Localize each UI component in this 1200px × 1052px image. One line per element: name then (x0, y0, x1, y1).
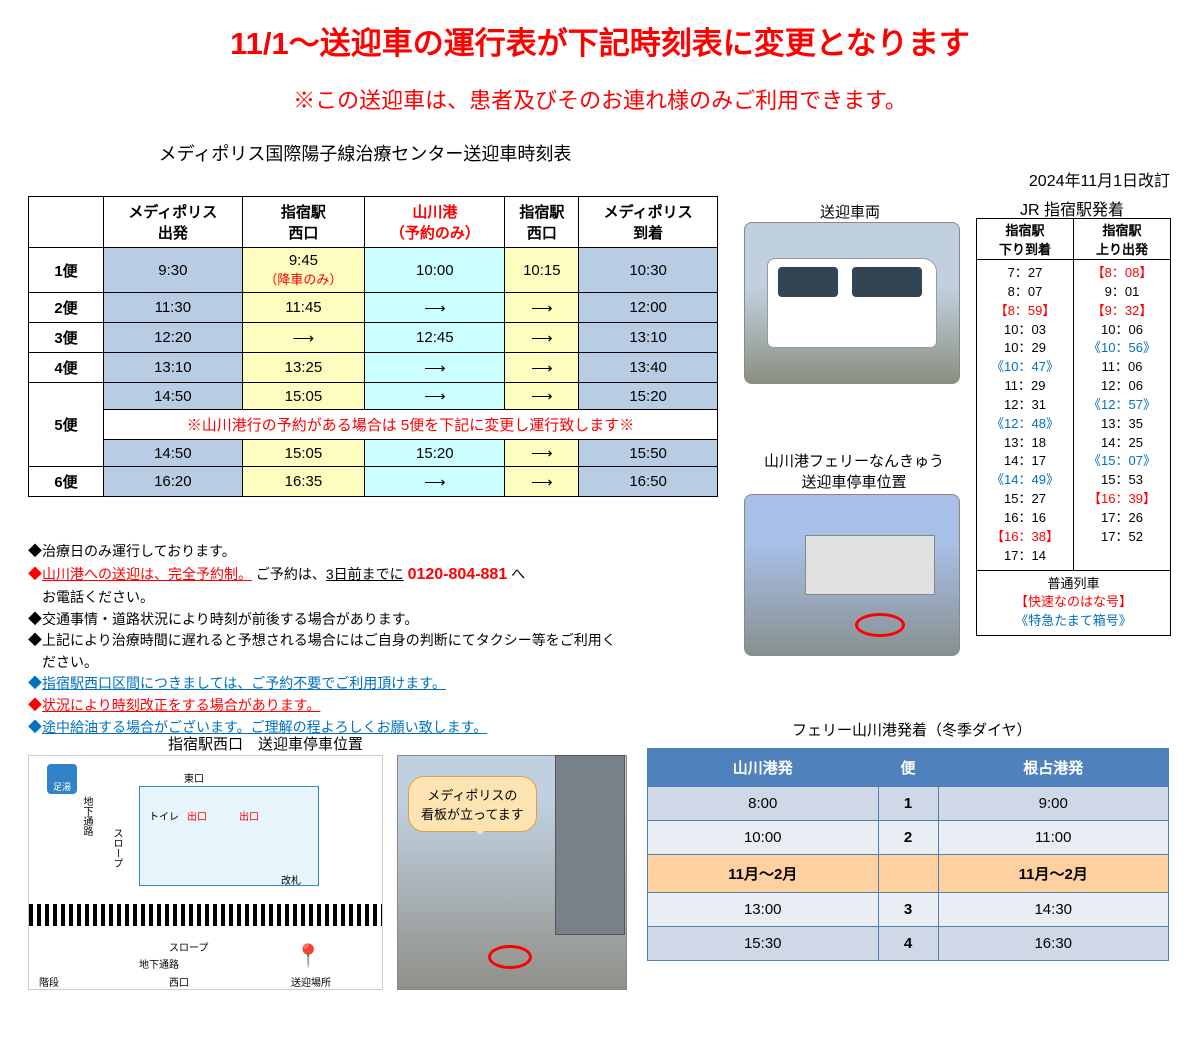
station-map: 足湯 東口 トイレ 出口 出口 改札 地下通路 スロープ スロープ 地下通路 階… (28, 755, 383, 990)
ferry-schedule-label: フェリー山川港発着（冬季ダイヤ） (792, 719, 1032, 740)
table-row: 3便12:20⟶12:45⟶13:10 (29, 323, 718, 353)
table-row: 2便11:3011:45⟶⟶12:00 (29, 293, 718, 323)
shuttle-timetable: メディポリス出発 指宿駅西口 山川港（予約のみ） 指宿駅西口 メディポリス到着 … (28, 196, 718, 497)
table-row: 6便16:2016:35⟶⟶16:50 (29, 467, 718, 497)
pin-icon: 📍 (295, 943, 322, 969)
jr-label: JR 指宿駅発着 (1020, 196, 1124, 220)
revision-date: 2024年11月1日改訂 (1029, 167, 1170, 191)
subtitle: ※この送迎車は、患者及びそのお連れ様のみご利用できます。 (0, 73, 1200, 135)
main-title: 11/1～送迎車の運行表が下記時刻表に変更となります (0, 0, 1200, 73)
table-row: 5便14:5015:05⟶⟶15:20 (29, 383, 718, 410)
station-map-label: 指宿駅西口 送迎車停車位置 (168, 733, 363, 754)
ferry-stop-label: 山川港フェリーなんきゅう送迎車停車位置 (764, 450, 944, 492)
table-row: 14:5015:0515:20⟶15:50 (29, 440, 718, 467)
vehicle-label: 送迎車両 (820, 201, 880, 222)
vehicle-photo (744, 222, 960, 384)
table-row: 4便13:1013:25⟶⟶13:40 (29, 353, 718, 383)
table-title: メディポリス国際陽子線治療センター送迎車時刻表 (0, 135, 1200, 171)
jr-timetable: 指宿駅下り到着指宿駅上り出発 7：278：07【8：59】10：0310：29《… (976, 218, 1171, 636)
notes-block: ◆治療日のみ運行しております。 ◆山川港への送迎は、完全予約制。 ご予約は、3日… (28, 540, 718, 739)
ferry-schedule-table: 山川港発便根占港発 8:0019:00 10:00211:00 11月～2月11… (647, 748, 1169, 961)
callout: メディポリスの看板が立ってます (408, 776, 537, 832)
table-row: ※山川港行の予約がある場合は 5便を下記に変更し運行致します※ (29, 410, 718, 440)
table-row: 1便9:309:45（降車のみ）10:0010:1510:30 (29, 248, 718, 293)
ferry-photo (744, 494, 960, 656)
signpost-photo (555, 755, 625, 935)
